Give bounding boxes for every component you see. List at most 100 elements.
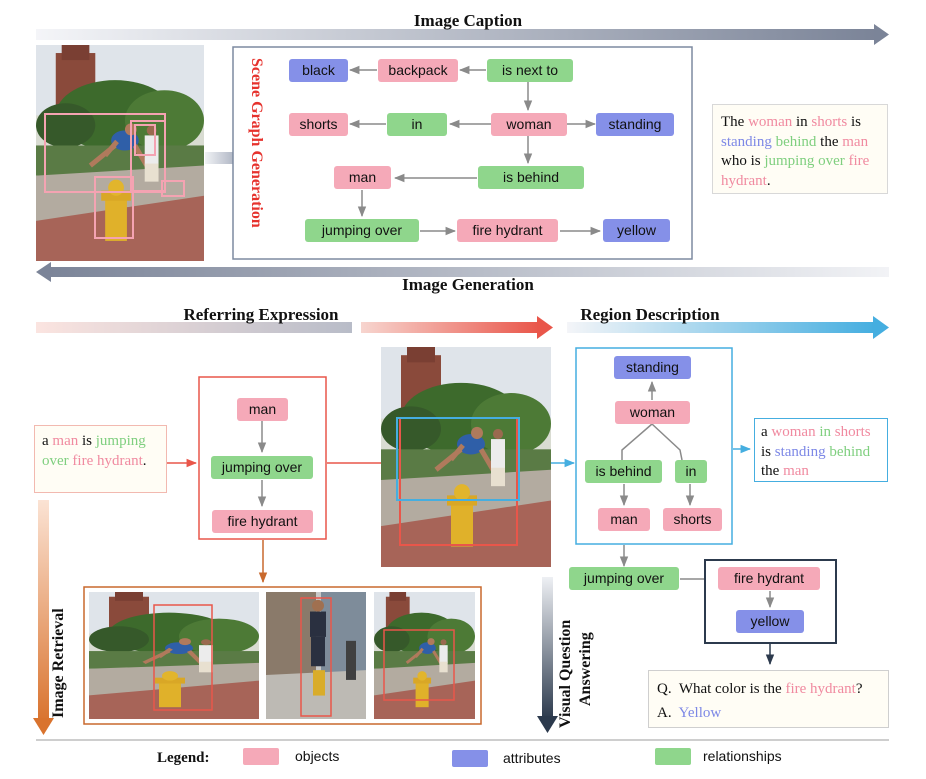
vqa-title-line2: Answering [577, 632, 594, 706]
caption-segment-attribute: standing [721, 133, 772, 150]
referring-text: a man is jumping over fire hydrant. [42, 433, 147, 469]
answer-line: A. Yellow [657, 701, 880, 725]
referring-segment-object: man [52, 433, 79, 449]
sg-node-in: in [387, 113, 447, 136]
sg-node-is-behind: is behind [478, 166, 584, 189]
sg-node-yellow: yellow [603, 219, 670, 242]
ref-node-jumping-over: jumping over [211, 456, 313, 479]
top-photo [36, 45, 204, 261]
region-description-title: Region Description [580, 305, 720, 324]
question-text: What color is the [678, 681, 786, 697]
svg-text:man: man [249, 401, 276, 417]
reg-node-man: man [598, 508, 650, 531]
question-prefix: Q. [657, 681, 672, 697]
retrieval-photo-1 [89, 592, 259, 719]
svg-text:woman: woman [505, 116, 551, 132]
region-description-arrow [567, 316, 889, 339]
svg-text:in: in [412, 116, 423, 132]
sg-node-jumping-over: jumping over [305, 219, 419, 242]
region-graph-edges [619, 380, 695, 507]
svg-text:is behind: is behind [503, 169, 559, 185]
svg-text:standing: standing [626, 359, 679, 375]
vqa-arrow [537, 577, 558, 733]
svg-text:jumping over: jumping over [583, 570, 664, 586]
referring-segment-plain: a [42, 433, 53, 449]
sg-node-standing: standing [596, 113, 674, 136]
svg-text:is next to: is next to [502, 62, 558, 78]
referring-text-box: a man is jumping over fire hydrant. [34, 425, 167, 493]
image-generation-arrow [36, 262, 889, 282]
image-retrieval-title: Image Retrieval [50, 608, 67, 718]
region-segment-attribute: standing [774, 443, 826, 460]
caption-segment-object: fire hydrant [721, 153, 870, 189]
answer-text: Yellow [678, 705, 722, 721]
region-segment-plain: the [761, 463, 784, 479]
caption-segment-plain: is [847, 114, 862, 130]
sg-node-fire-hydrant: fire hydrant [457, 219, 558, 242]
image-caption-text-box: The woman in shorts is standing behind t… [712, 104, 888, 194]
caption-segment-object: shorts [811, 114, 848, 130]
legend-title: Legend: [157, 750, 210, 766]
vqa-node-fire-hydrant: fire hydrant [718, 567, 820, 590]
retrieval-photo-3 [374, 592, 475, 719]
svg-text:fire hydrant: fire hydrant [227, 513, 297, 529]
svg-text:backpack: backpack [388, 62, 448, 78]
sg-node-backpack: backpack [378, 59, 458, 82]
legend-relationships-label: relationships [703, 748, 782, 764]
svg-text:fire hydrant: fire hydrant [734, 570, 804, 586]
svg-text:woman: woman [629, 404, 675, 420]
image-caption-arrow [36, 24, 889, 45]
reg-node-in: in [675, 460, 707, 483]
region-text: a woman in shorts is standing behind the… [761, 424, 871, 479]
image-retrieval-arrow [33, 500, 54, 735]
caption-segment-relationship: jumping over [764, 153, 845, 169]
svg-text:shorts: shorts [673, 511, 711, 527]
ref-node-fire-hydrant: fire hydrant [212, 510, 313, 533]
sg-node-black: black [289, 59, 348, 82]
caption-segment-relationship: behind [775, 133, 817, 150]
vqa-node-yellow: yellow [736, 610, 804, 633]
legend-relationship-swatch [655, 748, 691, 765]
question-line: Q. What color is the fire hydrant? [657, 677, 880, 701]
region-text-box: a woman in shorts is standing behind the… [754, 418, 888, 482]
svg-text:yellow: yellow [617, 222, 657, 238]
image-generation-title: Image Generation [402, 275, 534, 294]
region-segment-plain: is [761, 443, 775, 460]
svg-text:jumping over: jumping over [221, 459, 302, 475]
svg-text:man: man [349, 169, 376, 185]
svg-text:standing: standing [609, 116, 662, 132]
caption-segment-object: man [842, 133, 869, 150]
region-segment-object: man [783, 463, 809, 479]
legend-attributes-label: attributes [503, 750, 561, 766]
caption-text: The woman in shorts is standing behind t… [721, 114, 869, 189]
referring-expression-title: Referring Expression [183, 305, 339, 324]
ref-node-man: man [237, 398, 288, 421]
question-object: fire hydrant [785, 681, 856, 697]
reg-node-shorts: shorts [663, 508, 722, 531]
answer-prefix: A. [657, 705, 672, 721]
image-caption-title: Image Caption [414, 11, 523, 30]
sg-node-shorts: shorts [289, 113, 348, 136]
region-segment-relationship: behind [829, 443, 871, 460]
legend-attribute-swatch [452, 750, 488, 767]
svg-text:is behind: is behind [595, 463, 651, 479]
caption-segment-plain: . [766, 172, 771, 189]
caption-segment-plain: who is [721, 153, 765, 169]
svg-text:black: black [302, 62, 336, 78]
sg-node-man: man [334, 166, 391, 189]
reg-node-woman: woman [615, 401, 690, 424]
svg-text:shorts: shorts [299, 116, 337, 132]
referring-segment-relationship: jumping over [42, 433, 146, 469]
retrieval-photo-2 [266, 592, 366, 719]
region-segment-object: woman [771, 424, 816, 440]
legend-objects-label: objects [295, 748, 339, 764]
caption-segment-object: woman [748, 114, 793, 130]
scene-graph-generation-title: Scene Graph Generation [248, 58, 265, 228]
center-photo [381, 347, 551, 567]
sg-node-is-next-to: is next to [487, 59, 573, 82]
vqa-node-jumping-over: jumping over [569, 567, 679, 590]
legend-object-swatch [243, 748, 279, 765]
svg-text:yellow: yellow [751, 613, 791, 629]
referring-segment-plain: . [142, 452, 147, 469]
